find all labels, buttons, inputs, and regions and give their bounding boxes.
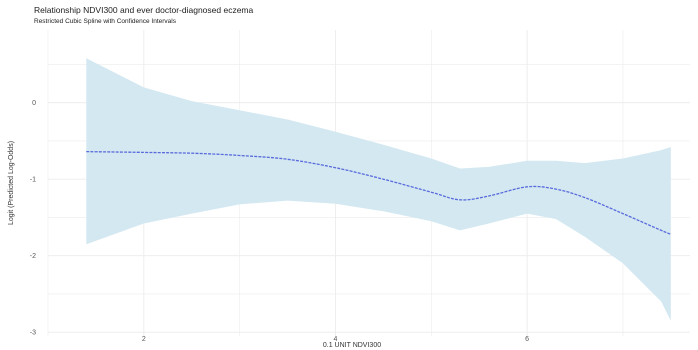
chart-title: Relationship NDVI300 and ever doctor-dia…	[34, 5, 254, 15]
y-tick-label: -2	[30, 253, 36, 260]
y-axis-title: Logit (Predicted Log-Odds)	[8, 141, 15, 225]
confidence-band	[86, 58, 671, 321]
y-tick-label: 0	[32, 100, 36, 107]
spline-line	[86, 150, 672, 235]
y-tick-label: -1	[30, 177, 36, 184]
x-tick-label: 2	[142, 336, 146, 343]
y-tick-label: -3	[30, 330, 36, 337]
x-axis-title: 0.1 UNIT NDVI300	[323, 342, 381, 349]
chart-subtitle: Restricted Cubic Spline with Confidence …	[34, 18, 176, 25]
x-tick-label: 6	[525, 336, 529, 343]
x-tick-label: 4	[334, 336, 338, 343]
